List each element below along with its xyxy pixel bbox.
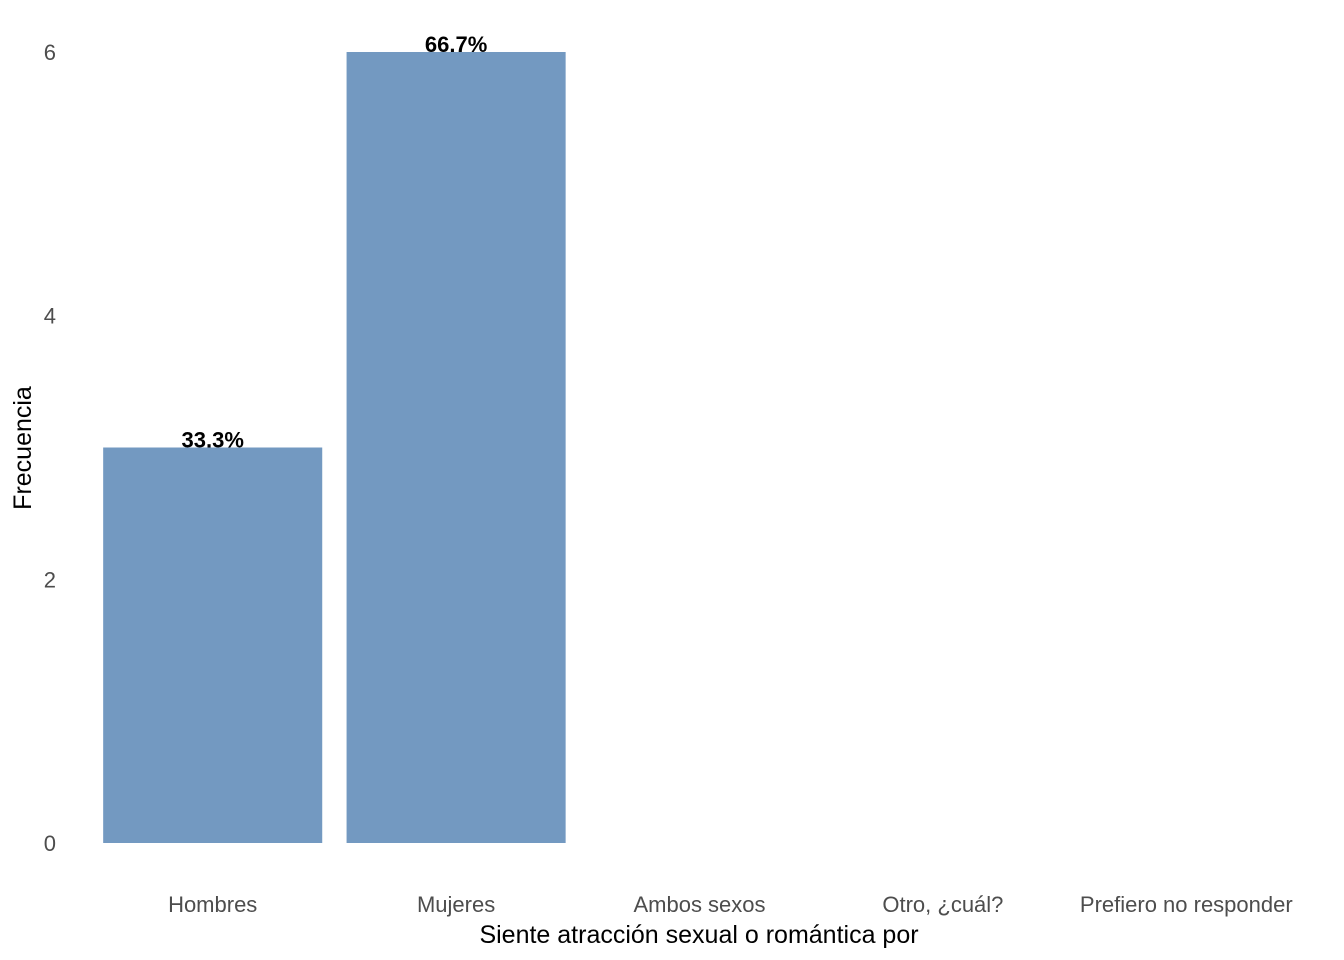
y-tick-label-0: 0 [44,831,56,856]
bars-group [103,52,566,843]
x-tick-label-ambos-sexos: Ambos sexos [633,892,765,917]
y-axis-ticks: 0 2 4 6 [44,40,56,856]
y-tick-label-4: 4 [44,304,56,329]
data-labels-group: 33.3% 66.7% [182,32,488,453]
x-axis-ticks: Hombres Mujeres Ambos sexos Otro, ¿cuál? Pre… [168,892,1293,917]
y-axis-title: Frecuencia [9,386,37,510]
x-tick-label-otro-cual: Otro, ¿cuál? [882,892,1003,917]
y-tick-label-6: 6 [44,40,56,65]
data-label-hombres: 33.3% [182,428,244,453]
x-tick-label-mujeres: Mujeres [417,892,495,917]
bar-hombres [103,447,323,843]
x-axis-title: Siente atracción sexual o romántica por [479,921,918,949]
data-label-mujeres: 66.7% [425,32,487,57]
x-tick-label-prefiero-no-responder: Prefiero no responder [1080,892,1293,917]
x-tick-label-hombres: Hombres [168,892,257,917]
bar-mujeres [346,52,566,843]
y-tick-label-2: 2 [44,567,56,592]
